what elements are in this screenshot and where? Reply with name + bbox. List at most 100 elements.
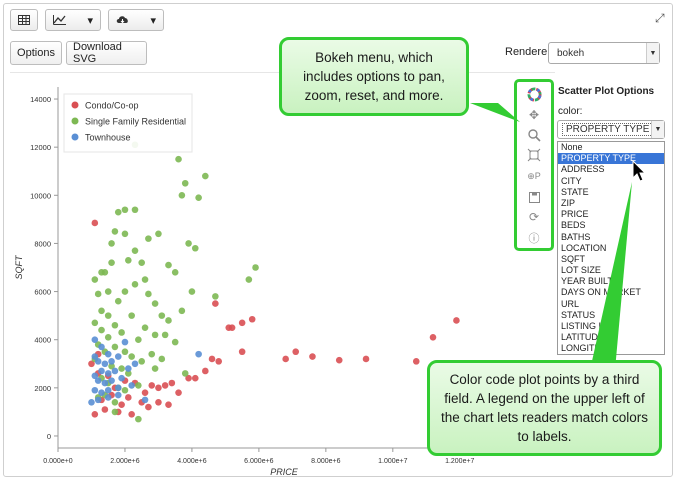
color-dropdown-list[interactable]: None PROPERTY TYPE ADDRESS CITY STATE ZIP PRIC… [557, 141, 665, 355]
dropdown-option[interactable]: LATITUDE [561, 332, 604, 343]
data-point [165, 401, 172, 408]
dropdown-option[interactable]: None [561, 142, 583, 152]
color-select-value: PROPERTY TYPE [562, 123, 654, 136]
data-point [91, 319, 99, 327]
data-point [181, 179, 189, 187]
dropdown-option[interactable]: LOT SIZE [561, 265, 601, 276]
dropdown-option[interactable]: PROPERTY TYPE [558, 153, 664, 165]
data-point [114, 384, 122, 392]
dropdown-option[interactable]: LOCATION [561, 242, 607, 253]
y-tick-label: 2000 [34, 384, 51, 393]
dropdown-option[interactable]: CITY [561, 175, 582, 186]
expand-icon[interactable]: ⤢ [655, 11, 665, 25]
data-point [135, 415, 142, 423]
data-point [131, 247, 139, 254]
data-point [228, 324, 236, 331]
data-point [309, 353, 316, 360]
download-dropdown[interactable]: ▾ [108, 9, 164, 31]
data-point [191, 374, 199, 382]
color-code-callout: Color code plot points by a third field.… [427, 360, 662, 456]
x-axis-label: PRICE [270, 467, 299, 477]
pan-icon[interactable]: ✥ [528, 108, 540, 122]
dropdown-option[interactable]: BEDS [561, 220, 586, 231]
dropdown-option[interactable]: DAYS ON MARKET [561, 287, 641, 298]
y-tick-label: 6000 [34, 288, 51, 297]
renderer-select[interactable]: bokeh ▼ [548, 42, 660, 64]
data-point [111, 321, 119, 329]
data-point [145, 235, 152, 242]
data-point [141, 276, 149, 283]
data-point [114, 297, 122, 305]
dropdown-option[interactable]: STATUS [561, 309, 596, 320]
y-tick-label: 0 [47, 432, 51, 441]
x-tick-label: 1.200e+7 [445, 458, 474, 465]
renderer-label: Renderer: [505, 46, 554, 58]
x-tick-label: 8.000e+6 [311, 458, 340, 465]
resize-icon[interactable] [526, 147, 542, 163]
dropdown-option[interactable]: LISTING ID [561, 321, 608, 331]
chevron-down-icon: ▼ [646, 43, 659, 63]
data-point [181, 370, 189, 377]
data-point [165, 317, 172, 324]
data-point [98, 389, 105, 396]
x-tick-label: 1.000e+7 [378, 458, 407, 465]
save-icon[interactable] [526, 189, 542, 205]
data-point [101, 406, 109, 413]
data-point [145, 290, 152, 298]
data-point [151, 300, 159, 307]
data-point [104, 394, 112, 401]
data-point [101, 360, 109, 368]
dropdown-option[interactable]: BATHS [561, 231, 591, 242]
dropdown-option[interactable]: ADDRESS [561, 164, 605, 175]
data-point [178, 192, 186, 199]
data-point [171, 338, 179, 346]
chart-type-dropdown[interactable]: ▾ [45, 9, 101, 31]
y-tick-label: 10000 [30, 191, 51, 200]
data-point [114, 353, 122, 360]
chevron-down-icon: ▼ [651, 121, 664, 138]
dropdown-option[interactable]: PRICE [561, 209, 589, 220]
dropdown-option[interactable]: YEAR BUILT [561, 276, 613, 287]
data-point [104, 312, 112, 319]
dropdown-option[interactable]: STATE [561, 186, 589, 197]
options-button[interactable]: Options [10, 41, 62, 65]
dropdown-option[interactable]: LONGITUDE [561, 343, 614, 354]
data-point [148, 382, 156, 389]
data-point [238, 319, 246, 327]
bokeh-toolbar: ✥ ⊕P ⟳ ⓘ [514, 79, 554, 251]
wheel-zoom-icon[interactable]: ⊕P [527, 170, 541, 181]
table-view-button[interactable] [10, 9, 38, 31]
dropdown-option[interactable]: SQFT [561, 253, 585, 264]
data-point [104, 386, 112, 394]
data-point [245, 276, 253, 283]
data-point [195, 194, 202, 202]
legend-label: Townhouse [85, 133, 131, 143]
data-point [131, 206, 139, 214]
color-select[interactable]: PROPERTY TYPE ▼ [557, 120, 665, 139]
data-point [98, 307, 105, 315]
data-point [158, 312, 166, 319]
help-icon[interactable]: ⓘ [528, 233, 540, 245]
data-point [141, 389, 149, 396]
download-svg-button[interactable]: Download SVG [66, 41, 147, 65]
data-point [118, 401, 125, 408]
data-point [98, 326, 105, 334]
dropdown-option[interactable]: URL [561, 298, 580, 309]
data-point [114, 391, 122, 399]
bokeh-logo-icon[interactable] [526, 86, 542, 102]
data-point [161, 382, 169, 389]
line-chart-icon [53, 15, 66, 25]
data-point [94, 290, 102, 298]
data-point [118, 374, 125, 382]
data-point [108, 362, 115, 370]
x-tick-label: 0.000e+0 [43, 458, 72, 465]
reset-icon[interactable]: ⟳ [528, 210, 540, 224]
bokeh-menu-callout: Bokeh menu, which includes options to pa… [279, 37, 469, 116]
data-point [148, 350, 156, 358]
box-zoom-icon[interactable] [526, 127, 542, 143]
dropdown-option[interactable]: ZIP [561, 197, 576, 208]
data-point [108, 259, 115, 266]
legend-marker [71, 117, 79, 125]
data-point [282, 355, 289, 363]
